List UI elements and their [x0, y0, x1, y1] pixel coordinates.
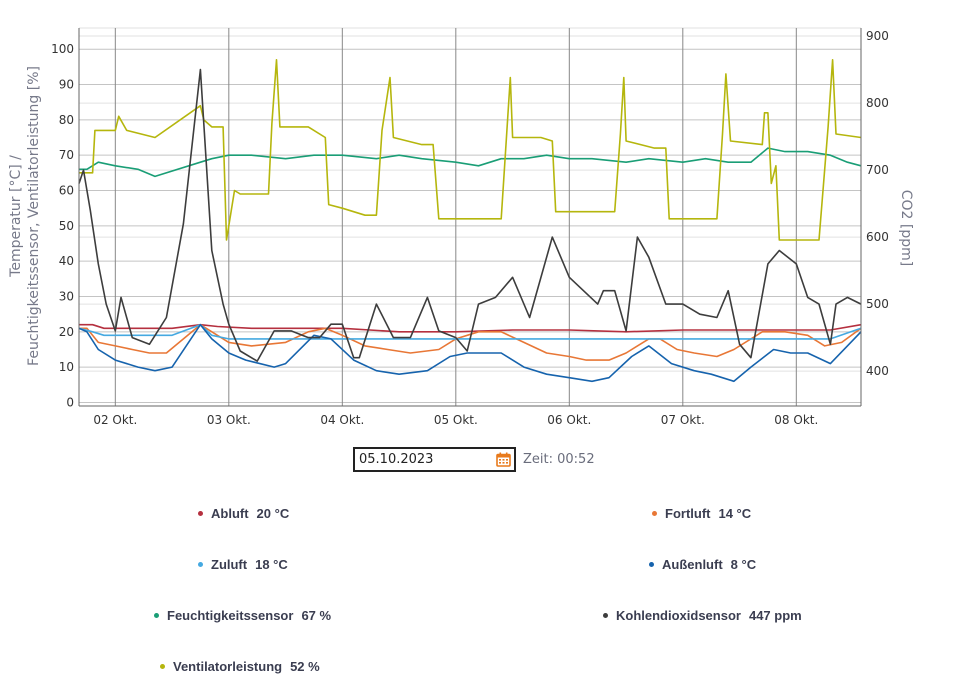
y-axis-left-title-line1: Temperatur [°C] / [8, 155, 24, 278]
y-axis-right-ticks: 400 500 600 700 800 900 [866, 29, 889, 378]
legend-value: 8 °C [730, 557, 757, 572]
legend-label: Abluft [211, 506, 249, 521]
series-line-abluft [79, 323, 862, 333]
legend-value: 52 % [290, 659, 320, 674]
legend-item-ventilatorleistung[interactable]: Ventilatorleistung 52 % [160, 659, 320, 674]
legend-dot [198, 511, 203, 516]
legend-label: Zuluft [211, 557, 248, 572]
date-input-value[interactable]: 05.10.2023 [359, 452, 434, 467]
series-line-feuchtigkeitssensor [79, 147, 862, 178]
legend-item-kohlendioxidsensor[interactable]: Kohlendioxidsensor 447 ppm [603, 608, 802, 623]
legend-item-aussenluft[interactable]: Außenluft 8 °C [649, 557, 756, 572]
legend-label: Feuchtigkeitssensor [167, 608, 294, 623]
y-left-tick-label: 10 [59, 360, 74, 374]
x-tick-label: 08 Okt. [774, 413, 818, 427]
legend-dot [160, 664, 165, 669]
legend-label: Kohlendioxidsensor [616, 608, 741, 623]
y-left-tick-label: 90 [59, 78, 74, 92]
series-line-kohlendioxidsensor [78, 68, 862, 362]
y-axis-left-ticks: 0 10 20 30 40 50 60 70 80 90 100 [51, 42, 74, 409]
x-tick-label: 03 Okt. [207, 413, 251, 427]
y-axis-right-title: CO2 [ppm] [898, 190, 914, 267]
y-left-tick-label: 30 [59, 289, 74, 303]
x-tick-label: 02 Okt. [93, 413, 137, 427]
legend-value: 447 ppm [748, 608, 802, 623]
calendar-icon[interactable] [496, 452, 511, 467]
x-axis-ticks: 02 Okt. 03 Okt. 04 Okt. 05 Okt. 06 Okt. 07 Ok… [93, 413, 818, 427]
sensor-line-chart: 0 10 20 30 40 50 60 70 80 90 100 400 500 600 700 800 90… [8, 27, 914, 427]
legend-value: 67 % [301, 608, 332, 623]
y-right-tick-label: 400 [866, 364, 889, 378]
y-right-tick-label: 700 [866, 163, 889, 177]
legend-dot [154, 613, 159, 618]
legend-item-abluft[interactable]: Abluft 20 °C [198, 506, 289, 521]
y-left-tick-label: 40 [59, 254, 74, 268]
legend-value: 20 °C [256, 506, 290, 521]
legend-item-zuluft[interactable]: Zuluft 18 °C [198, 557, 288, 572]
time-label: Zeit: 00:52 [523, 452, 595, 467]
legend-item-feuchtigkeitssensor[interactable]: Feuchtigkeitssensor 67 % [154, 608, 331, 623]
legend-label: Außenluft [662, 557, 723, 572]
series-layer [78, 59, 862, 383]
legend-label: Ventilatorleistung [173, 659, 283, 674]
legend-dot [649, 562, 654, 567]
legend-dot [652, 511, 657, 516]
legend-value: 14 °C [718, 506, 752, 521]
y-left-tick-label: 0 [66, 395, 74, 409]
date-picker[interactable]: 05.10.2023 [353, 447, 516, 472]
y-left-tick-label: 100 [51, 42, 74, 56]
legend-dot [603, 613, 608, 618]
legend-dot [198, 562, 203, 567]
y-right-tick-label: 800 [866, 96, 889, 110]
legend-label: Fortluft [665, 506, 711, 521]
y-left-tick-label: 60 [59, 184, 74, 198]
y-left-tick-label: 80 [59, 113, 74, 127]
series-line-fortluft [79, 323, 862, 361]
y-right-tick-label: 900 [866, 29, 889, 43]
vertical-grid [114, 28, 797, 406]
y-left-tick-label: 50 [59, 219, 74, 233]
y-left-tick-label: 20 [59, 325, 74, 339]
legend-value: 18 °C [255, 557, 288, 572]
legend-item-fortluft[interactable]: Fortluft 14 °C [652, 506, 751, 521]
x-tick-label: 05 Okt. [434, 413, 478, 427]
y-axis-left-title-line2: Feuchtigkeitssensor, Ventilatorleistung … [26, 66, 42, 366]
y-right-tick-label: 600 [866, 230, 889, 244]
x-tick-label: 07 Okt. [661, 413, 705, 427]
x-tick-label: 04 Okt. [320, 413, 364, 427]
y-left-tick-label: 70 [59, 148, 74, 162]
grid [79, 27, 861, 403]
x-tick-label: 06 Okt. [547, 413, 591, 427]
y-right-tick-label: 500 [866, 297, 889, 311]
series-line-aussenluft [78, 323, 862, 383]
series-line-ventilatorleistung [79, 59, 862, 241]
series-line-zuluft [78, 323, 862, 340]
